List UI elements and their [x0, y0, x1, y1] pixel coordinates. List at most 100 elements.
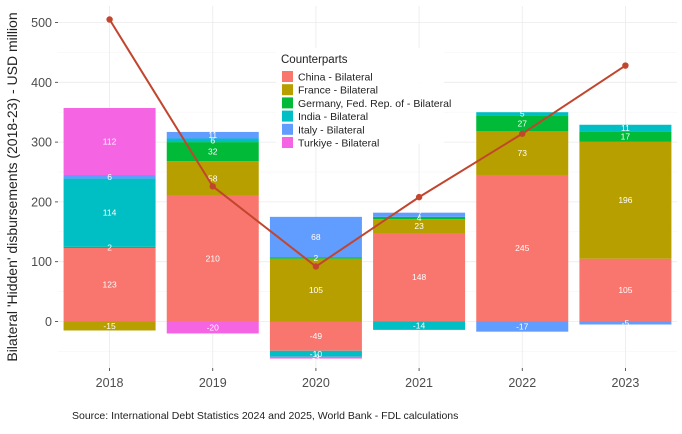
legend-swatch	[282, 84, 293, 96]
y-tick-label: 0	[45, 315, 52, 329]
bar-segment	[63, 174, 156, 179]
bar-segment	[269, 257, 362, 259]
bar-segment	[373, 321, 466, 330]
bar-segment	[579, 131, 672, 142]
bar-segment	[269, 356, 362, 359]
legend-label: China - Bilateral	[298, 72, 373, 84]
legend-label: Italy - Bilateral	[298, 124, 365, 136]
legend-label: Turkiye - Bilateral	[298, 138, 379, 150]
data-label: 7	[417, 210, 422, 220]
data-label: 73	[518, 148, 528, 158]
y-tick-label: 100	[31, 255, 52, 269]
bar-segment	[166, 321, 259, 334]
axes: 0 100 200 300 400 500 2018 2019 2020 2021 2022 2023	[31, 16, 639, 390]
bar-segment	[63, 321, 156, 331]
data-label: 27	[518, 118, 528, 128]
bar-segment	[373, 219, 466, 233]
bar-segment	[476, 112, 569, 116]
bars	[63, 108, 672, 359]
bar-segment	[166, 138, 259, 143]
source-note: Source: International Debt Statistics 20…	[72, 410, 459, 422]
y-tick-label: 500	[31, 16, 52, 30]
data-label: 148	[412, 272, 426, 282]
data-label: 32	[208, 147, 218, 157]
data-label: 112	[103, 137, 117, 147]
total-line-point	[415, 193, 423, 201]
data-label: 6	[107, 172, 112, 182]
data-label: 196	[618, 195, 632, 205]
bar-segment	[63, 247, 156, 322]
total-line-point	[209, 183, 216, 190]
bar-segment	[63, 108, 156, 175]
bar-segment	[373, 216, 466, 220]
data-label: -15	[103, 321, 116, 331]
data-label: 11	[208, 130, 217, 140]
y-axis-label: Bilateral 'Hidden' disbursements (2018-2…	[4, 12, 20, 361]
bar-segment	[269, 350, 362, 357]
y-tick-label: 400	[31, 76, 52, 90]
data-label: 23	[414, 221, 424, 231]
bar-segment	[63, 178, 156, 247]
data-label: -3	[312, 353, 320, 363]
bar-segment	[63, 246, 156, 248]
total-line	[106, 16, 629, 270]
bar-segment	[476, 321, 569, 332]
data-label: 6	[210, 135, 215, 145]
data-label: -20	[207, 322, 220, 332]
bar-segment	[166, 161, 259, 196]
data-label: 114	[103, 208, 117, 218]
bar-segment	[269, 216, 362, 258]
bar-segment	[476, 174, 569, 322]
x-tick-label: 2018	[96, 376, 124, 390]
legend-title: Counterparts	[281, 54, 348, 66]
data-label: -14	[413, 321, 426, 331]
data-label: 68	[311, 232, 321, 242]
bar-segment	[579, 321, 672, 325]
legend-box	[276, 48, 444, 144]
legend-swatch	[282, 123, 293, 135]
data-label: 58	[208, 174, 218, 184]
legend-label: India - Bilateral	[298, 111, 368, 123]
legend-swatch	[282, 137, 293, 148]
bar-segment	[579, 141, 672, 259]
bar-segment	[579, 258, 672, 322]
x-tick-label: 2019	[199, 376, 227, 390]
bar-segment	[579, 124, 672, 132]
total-line-point	[312, 263, 320, 270]
y-tick-label: 300	[31, 136, 52, 150]
data-label: 245	[515, 243, 529, 253]
data-label: 5	[520, 109, 525, 119]
x-tick-label: 2023	[612, 376, 640, 390]
x-tick-label: 2022	[508, 376, 536, 390]
total-line-point	[622, 62, 629, 69]
legend-swatch	[282, 110, 293, 122]
bar-segment	[269, 321, 362, 351]
data-label: -49	[310, 331, 323, 341]
data-label: 4	[417, 213, 422, 223]
legend-label: France - Bilateral	[298, 85, 378, 97]
data-label: 210	[206, 254, 220, 264]
data-label: 105	[618, 285, 632, 295]
bar-segment	[166, 195, 259, 322]
x-tick-label: 2020	[302, 376, 330, 390]
total-line-point	[519, 130, 526, 137]
legend-label: Germany, Fed. Rep. of - Bilateral	[298, 98, 451, 110]
data-label: 2	[107, 242, 112, 252]
data-labels: 123-15211461122105832611-20-491052-1068-…	[102, 109, 632, 363]
data-label: 11	[621, 123, 630, 133]
legend-swatch	[282, 97, 293, 109]
bar-segment	[373, 232, 466, 322]
legend-swatch	[282, 71, 293, 82]
data-label: 123	[102, 280, 116, 290]
x-tick-label: 2021	[405, 376, 433, 390]
data-label: 17	[621, 131, 631, 141]
data-label: 105	[309, 285, 323, 295]
bar-segment	[166, 142, 259, 162]
bar-segment	[166, 131, 259, 139]
bar-segment	[373, 212, 466, 217]
data-label: -17	[516, 322, 529, 332]
data-label: 2	[314, 253, 319, 263]
